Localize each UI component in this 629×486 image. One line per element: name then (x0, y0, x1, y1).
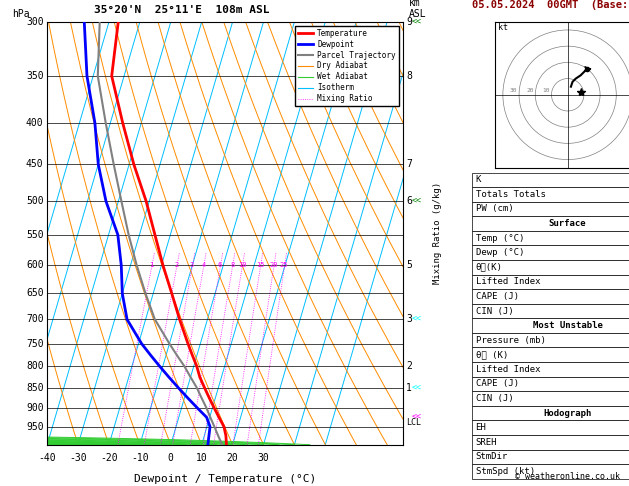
Text: 400: 400 (26, 118, 43, 128)
Text: Dewpoint / Temperature (°C): Dewpoint / Temperature (°C) (134, 474, 316, 484)
Text: PW (cm): PW (cm) (476, 205, 513, 213)
Text: <<: << (412, 383, 422, 392)
Text: 7: 7 (406, 159, 412, 169)
Text: <<: << (412, 413, 422, 422)
Text: 950: 950 (26, 422, 43, 432)
Text: StmDir: StmDir (476, 452, 508, 461)
Text: 700: 700 (26, 314, 43, 325)
Text: 3: 3 (406, 314, 412, 325)
Text: -30: -30 (69, 453, 87, 463)
Text: 8: 8 (406, 71, 412, 81)
Text: 10: 10 (196, 453, 208, 463)
Text: 2: 2 (174, 262, 179, 268)
Text: 8: 8 (230, 262, 235, 268)
Text: θᴄ (K): θᴄ (K) (476, 350, 508, 359)
Text: 6: 6 (218, 262, 222, 268)
Text: 1: 1 (149, 262, 153, 268)
Text: hPa: hPa (13, 9, 30, 19)
Text: CIN (J): CIN (J) (476, 394, 513, 403)
Text: 600: 600 (26, 260, 43, 270)
Text: 0: 0 (168, 453, 174, 463)
Text: Hodograph: Hodograph (543, 409, 592, 417)
Text: <<: << (412, 197, 422, 206)
Text: CAPE (J): CAPE (J) (476, 380, 518, 388)
Text: 20: 20 (526, 88, 533, 93)
Text: 850: 850 (26, 382, 43, 393)
Text: 5: 5 (406, 260, 412, 270)
Text: 9: 9 (406, 17, 412, 27)
Legend: Temperature, Dewpoint, Parcel Trajectory, Dry Adiabat, Wet Adiabat, Isotherm, Mi: Temperature, Dewpoint, Parcel Trajectory… (295, 26, 399, 106)
Text: 30: 30 (510, 88, 518, 93)
Text: km
ASL: km ASL (409, 0, 426, 19)
Text: -40: -40 (38, 453, 56, 463)
Text: CIN (J): CIN (J) (476, 307, 513, 315)
Text: <<: << (412, 315, 422, 324)
Text: 10: 10 (238, 262, 246, 268)
Text: 10: 10 (542, 88, 550, 93)
Text: 800: 800 (26, 361, 43, 371)
Text: 35°20'N  25°11'E  108m ASL: 35°20'N 25°11'E 108m ASL (94, 4, 270, 15)
Text: Surface: Surface (549, 219, 586, 228)
Text: -20: -20 (100, 453, 118, 463)
Text: 900: 900 (26, 403, 43, 413)
Text: 20: 20 (226, 453, 238, 463)
Text: 500: 500 (26, 196, 43, 206)
Text: 20: 20 (269, 262, 278, 268)
Text: 550: 550 (26, 230, 43, 240)
Text: θᴄ(K): θᴄ(K) (476, 263, 503, 272)
Text: Mixing Ratio (g/kg): Mixing Ratio (g/kg) (433, 182, 442, 284)
Text: EH: EH (476, 423, 486, 432)
Text: Pressure (mb): Pressure (mb) (476, 336, 545, 345)
Text: Totals Totals: Totals Totals (476, 190, 545, 199)
Text: 2: 2 (406, 361, 412, 371)
Text: kt: kt (498, 23, 508, 32)
Text: 350: 350 (26, 71, 43, 81)
Text: 450: 450 (26, 159, 43, 169)
Text: K: K (476, 175, 481, 184)
Text: Temp (°C): Temp (°C) (476, 234, 524, 243)
Text: -10: -10 (131, 453, 148, 463)
Text: 25: 25 (280, 262, 289, 268)
Text: © weatheronline.co.uk: © weatheronline.co.uk (515, 472, 620, 481)
Text: 300: 300 (26, 17, 43, 27)
Text: 05.05.2024  00GMT  (Base: 12): 05.05.2024 00GMT (Base: 12) (472, 0, 629, 10)
Text: LCL: LCL (406, 418, 421, 428)
Text: Dewp (°C): Dewp (°C) (476, 248, 524, 257)
Text: Lifted Index: Lifted Index (476, 278, 540, 286)
Text: CAPE (J): CAPE (J) (476, 292, 518, 301)
Text: 15: 15 (256, 262, 264, 268)
Text: 6: 6 (406, 196, 412, 206)
Text: 3: 3 (190, 262, 194, 268)
Text: 1: 1 (406, 382, 412, 393)
Text: 650: 650 (26, 288, 43, 298)
Text: 750: 750 (26, 339, 43, 348)
Text: 4: 4 (201, 262, 206, 268)
Text: StmSpd (kt): StmSpd (kt) (476, 467, 535, 476)
Text: Most Unstable: Most Unstable (533, 321, 603, 330)
Text: SREH: SREH (476, 438, 497, 447)
Text: Lifted Index: Lifted Index (476, 365, 540, 374)
Text: <<: << (412, 17, 422, 26)
Text: 30: 30 (258, 453, 269, 463)
